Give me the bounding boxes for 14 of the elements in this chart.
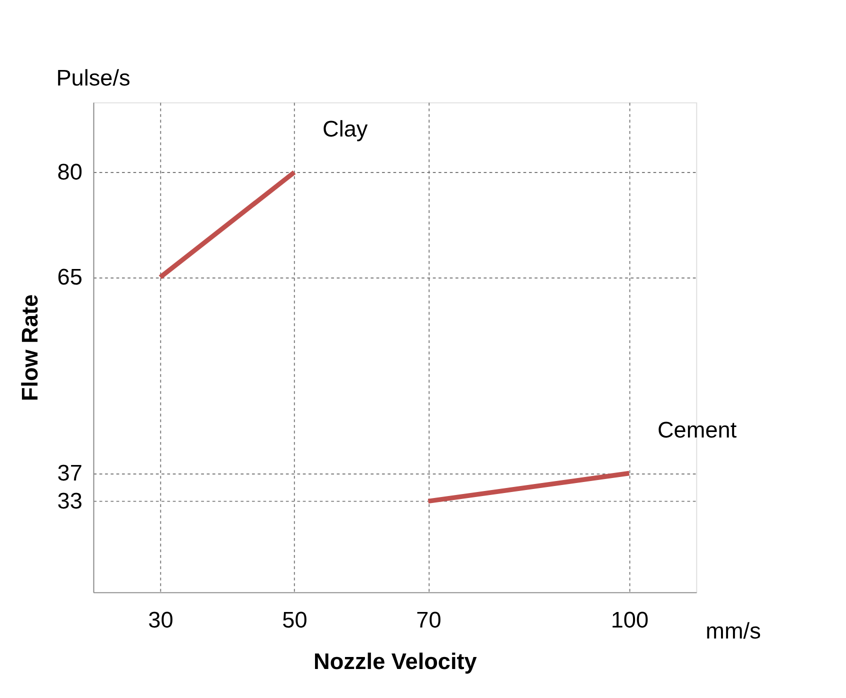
y-axis-title: Flow Rate — [18, 294, 42, 402]
x-axis-title: Nozzle Velocity — [314, 648, 478, 674]
series-label: Clay — [322, 116, 368, 142]
y-tick-label: 80 — [57, 159, 82, 184]
text: mm/s — [706, 618, 761, 644]
x-tick-label: 100 — [610, 608, 649, 633]
y-tick-label: 33 — [57, 488, 82, 514]
y-tick-label: 37 — [57, 460, 82, 486]
y-tick-label: 65 — [57, 264, 82, 290]
text: Pulse/s — [56, 65, 130, 90]
x-tick-label: 70 — [416, 608, 442, 633]
x-tick-label: 30 — [148, 608, 174, 633]
series-label: Cement — [657, 417, 738, 442]
x-tick-label: 50 — [282, 608, 308, 633]
